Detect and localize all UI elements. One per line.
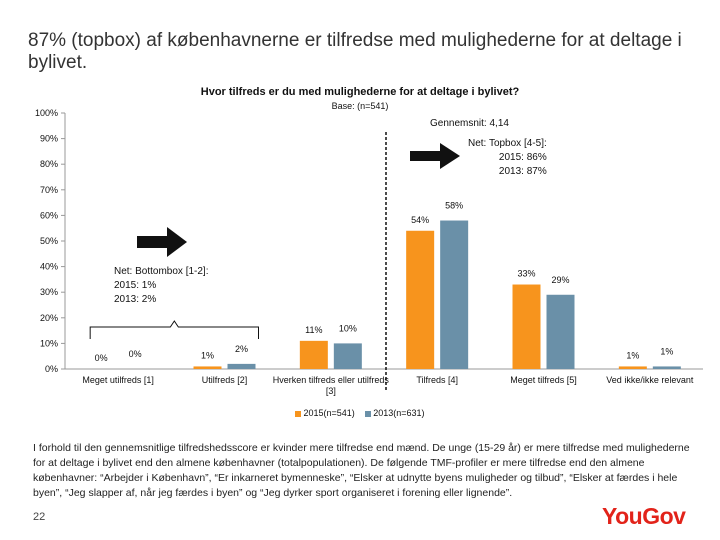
net-topbox-title: Net: Topbox [4-5]:: [468, 138, 547, 149]
data-label: 0%: [129, 349, 142, 359]
legend-item-2013: 2013(n=631): [365, 408, 425, 418]
net-bottombox-annotation: Net: Bottombox [1-2]: 2015: 1% 2013: 2%: [114, 265, 209, 307]
y-tick-label: 80%: [40, 159, 58, 169]
net-topbox-2013: 2013: 87%: [498, 166, 547, 177]
average-label: Gennemsnit: 4,14: [430, 118, 509, 129]
bar-2013: [227, 363, 256, 369]
chart-base-note: Base: (n=541): [331, 101, 389, 111]
x-category-label: [3]: [326, 386, 336, 396]
right-arrow-icon: [410, 143, 460, 169]
data-label: 2%: [235, 344, 248, 354]
chart-title: Hvor tilfreds er du med mulighederne for…: [200, 86, 520, 98]
data-label: 33%: [517, 269, 535, 279]
bar-2015: [512, 284, 541, 369]
bar-2015: [618, 366, 647, 369]
y-tick-label: 70%: [40, 185, 58, 195]
y-tick-label: 40%: [40, 262, 58, 272]
net-bottombox-2015: 2015: 1%: [114, 280, 157, 291]
data-label: 1%: [626, 350, 639, 360]
x-category-label: Meget utilfreds [1]: [82, 375, 154, 385]
data-label: 1%: [660, 346, 673, 356]
data-label: 29%: [551, 275, 569, 285]
page-number: 22: [33, 511, 46, 523]
y-tick-label: 60%: [40, 210, 58, 220]
right-arrow-icon: [137, 227, 187, 257]
bar-2013: [652, 366, 681, 369]
legend-swatch-2013: [365, 410, 372, 417]
y-tick-label: 10%: [40, 338, 58, 348]
bar-2015: [406, 230, 435, 369]
bar-2015: [299, 340, 328, 369]
chart-legend: 2015(n=541) 2013(n=631): [0, 408, 720, 418]
x-category-label: Ved ikke/ikke relevant: [606, 375, 694, 385]
net-bottombox-title: Net: Bottombox [1-2]:: [114, 266, 209, 277]
data-label: 54%: [411, 215, 429, 225]
legend-label-2015: 2015(n=541): [303, 408, 355, 418]
bottombox-bracket: [89, 320, 259, 339]
bar-chart: 0% 10% 20% 30% 40% 50% 60% 70% 80% 90% 100% 0% 0% Meg…: [35, 108, 703, 396]
net-topbox-2015: 2015: 86%: [498, 152, 547, 163]
y-tick-label: 0%: [45, 364, 58, 374]
y-tick-label: 100%: [35, 108, 58, 118]
yougov-logo: YouGov: [602, 503, 686, 529]
bar-2013: [333, 343, 362, 369]
legend-swatch-2015: [295, 410, 302, 417]
net-topbox-annotation: Net: Topbox [4-5]: 2015: 86% 2013: 87%: [468, 137, 547, 179]
footnote-text: I forhold til den gennemsnitlige tilfred…: [33, 442, 690, 499]
net-bottombox-2013: 2013: 2%: [114, 294, 157, 305]
data-label: 10%: [339, 323, 357, 333]
bar-2015: [193, 366, 222, 369]
legend-label-2013: 2013(n=631): [373, 408, 425, 418]
data-label: 1%: [201, 350, 214, 360]
data-label: 58%: [445, 201, 463, 211]
y-tick-label: 20%: [40, 313, 58, 323]
slide-title: 87% (topbox) af københavnerne er tilfred…: [28, 30, 682, 73]
legend-item-2015: 2015(n=541): [295, 408, 355, 418]
data-label: 11%: [305, 325, 322, 335]
bar-2013: [440, 220, 469, 369]
x-category-label: Meget tilfreds [5]: [510, 375, 577, 385]
y-tick-label: 50%: [40, 236, 58, 246]
y-tick-label: 90%: [40, 134, 58, 144]
x-category-label: Hverken tilfreds eller utilfreds: [273, 375, 390, 385]
x-category-label: Tilfreds [4]: [416, 375, 458, 385]
data-label: 0%: [95, 353, 108, 363]
bar-2013: [546, 294, 575, 369]
x-category-label: Utilfreds [2]: [202, 375, 248, 385]
y-tick-label: 30%: [40, 287, 58, 297]
